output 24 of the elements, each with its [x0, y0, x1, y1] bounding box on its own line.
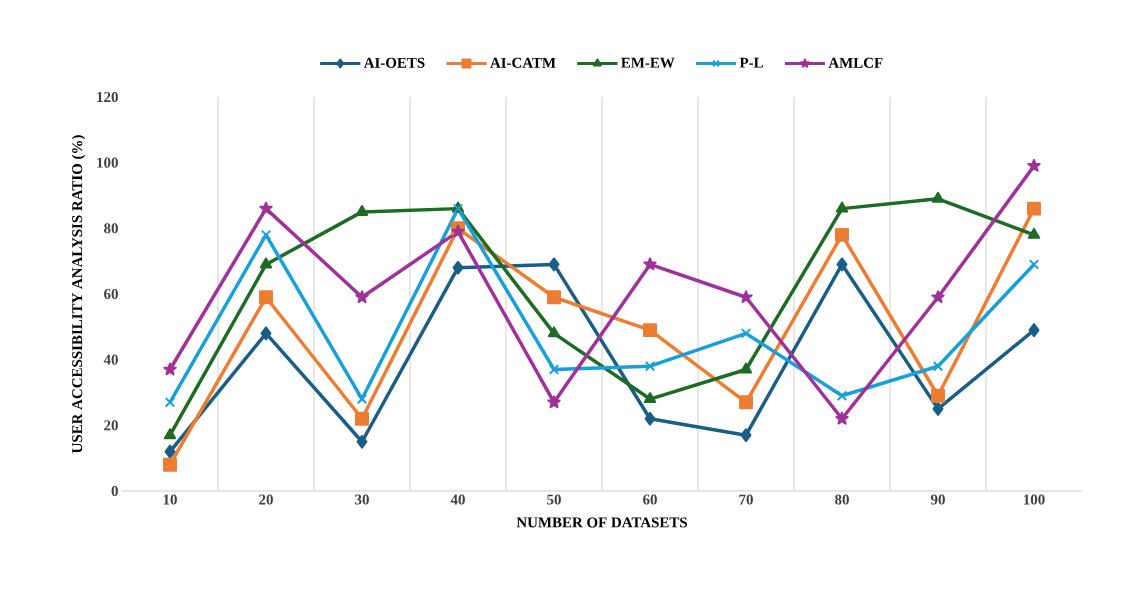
x-tick-label: 30	[355, 494, 369, 505]
legend-label: AI-CATM	[490, 57, 556, 68]
x-tick-label: 80	[835, 494, 849, 505]
x-axis-title: NUMBER OF DATASETS	[516, 517, 688, 528]
y-tick-label: 100	[97, 157, 118, 168]
y-tick-label: 80	[104, 223, 118, 234]
y-tick-label: 0	[111, 485, 118, 497]
legend-label: EM-EW	[621, 57, 675, 68]
y-tick-label: 40	[103, 354, 118, 365]
legend-label: AI-OETS	[363, 57, 425, 68]
x-tick-label: 100	[1024, 494, 1045, 505]
x-tick-label: 40	[450, 494, 465, 505]
x-tick-label: 10	[163, 494, 177, 505]
y-tick-label: 60	[104, 288, 118, 300]
legend-label: P-L	[739, 57, 763, 68]
y-tick-label: 20	[104, 420, 118, 431]
x-tick-label: 90	[930, 494, 945, 505]
x-tick-label: 70	[739, 494, 753, 505]
x-tick-label: 60	[643, 494, 657, 505]
x-tick-label: 20	[259, 494, 273, 505]
y-tick-label: 120	[97, 91, 118, 103]
x-tick-label: 50	[547, 494, 561, 505]
legend-label: AMLCF	[828, 57, 883, 68]
y-axis-title: USER ACCESSIBILITY ANALYSIS RATIO (%)	[71, 135, 86, 454]
